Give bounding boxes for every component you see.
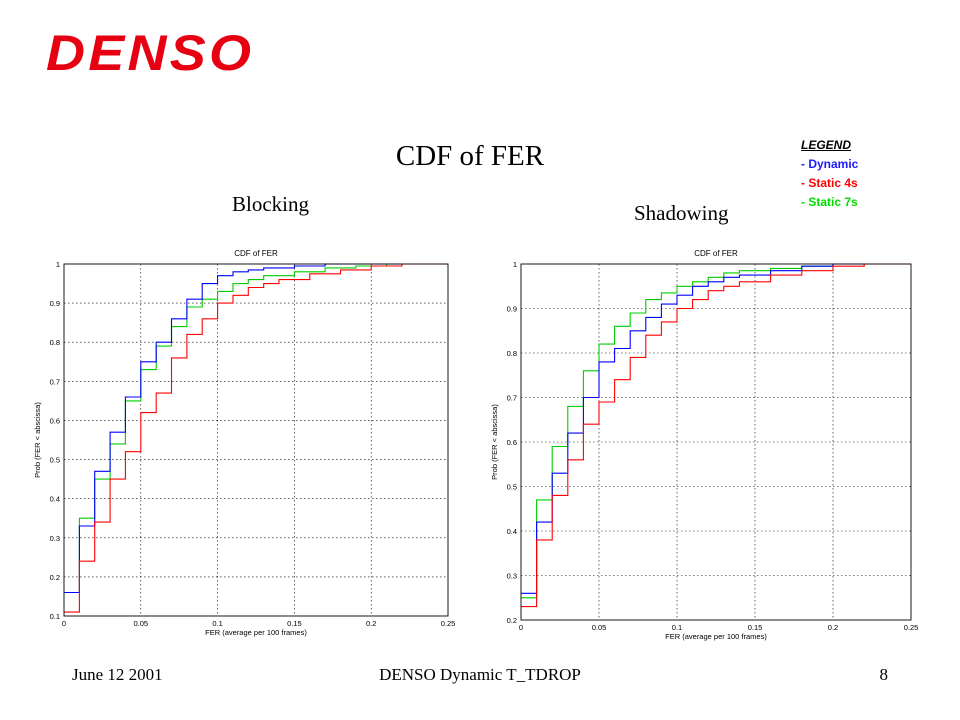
y-tick-label: 0.4 — [50, 495, 60, 504]
x-tick-label: 0 — [62, 619, 66, 628]
y-tick-label: 0.5 — [50, 456, 60, 465]
denso-logo: DENSO — [46, 25, 255, 81]
shadowing-cdf-chart: 0 0.05 0.1 0.15 0.2 0.25 0.2 0.3 0.4 0.5 0.6 0.7 0.8… — [490, 249, 919, 641]
plot-frame — [520, 263, 912, 621]
x-axis-label: FER (average per 100 frames) — [665, 632, 767, 641]
series-line-1 — [521, 263, 911, 594]
legend-item-static-7s: - Static 7s — [801, 195, 858, 209]
legend-title: LEGEND — [801, 138, 852, 152]
x-tick-label: 0.1 — [212, 619, 222, 628]
y-tick-label: 0.6 — [507, 438, 517, 447]
blocking-cdf-chart: 0 0.05 0.1 0.15 0.2 0.25 0.1 0.2 0.3 0.4 0.5 0.6 0.7… — [33, 249, 456, 637]
x-tick-label: 0.05 — [133, 619, 148, 628]
x-tick-label: 0.15 — [287, 619, 302, 628]
plot-frame — [63, 263, 449, 617]
x-tick-label: 0.2 — [366, 619, 376, 628]
chart-title: CDF of FER — [694, 249, 738, 258]
footer-date: June 12 2001 — [72, 665, 163, 684]
footer-title: DENSO Dynamic T_TDROP — [379, 665, 581, 684]
y-tick-label: 0.9 — [507, 305, 517, 314]
legend-item-static-4s: - Static 4s — [801, 176, 858, 190]
series-line-1 — [64, 263, 448, 594]
page-number: 8 — [879, 665, 889, 684]
y-tick-label: 0.3 — [50, 534, 60, 543]
legend-item-dynamic: - Dynamic — [801, 157, 859, 171]
y-tick-label: 0.8 — [507, 349, 517, 358]
y-tick-label: 0.8 — [50, 338, 60, 347]
y-axis-label: Prob (FER < abscissa) — [33, 402, 42, 478]
x-tick-label: 0 — [519, 623, 523, 632]
y-tick-label: 0.2 — [507, 616, 517, 625]
y-tick-label: 0.2 — [50, 573, 60, 582]
y-tick-label: 0.1 — [50, 612, 60, 621]
y-tick-label: 0.5 — [507, 483, 517, 492]
y-tick-label: 0.9 — [50, 299, 60, 308]
y-tick-label: 0.6 — [50, 416, 60, 425]
x-tick-label: 0.2 — [828, 623, 838, 632]
x-tick-label: 0.05 — [592, 623, 607, 632]
x-tick-label: 0.25 — [904, 623, 919, 632]
y-tick-label: 0.7 — [50, 377, 60, 386]
legend: LEGEND - Dynamic - Static 4s - Static 7s — [801, 136, 858, 212]
shadowing-label: Shadowing — [634, 201, 729, 225]
blocking-label: Blocking — [232, 192, 309, 216]
plot-area — [64, 264, 448, 616]
series-line-2 — [64, 263, 448, 613]
y-tick-label: 0.4 — [507, 527, 517, 536]
plot-area — [521, 264, 911, 620]
x-tick-label: 0.15 — [748, 623, 763, 632]
x-tick-label: 0.25 — [441, 619, 456, 628]
x-axis-label: FER (average per 100 frames) — [205, 628, 307, 637]
y-tick-label: 0.7 — [507, 394, 517, 403]
y-axis-label: Prob (FER < abscissa) — [490, 404, 499, 480]
slide-title: CDF of FER — [395, 140, 545, 172]
x-tick-label: 0.1 — [672, 623, 682, 632]
y-tick-label: 1 — [513, 260, 517, 269]
series-line-2 — [521, 263, 911, 608]
y-tick-label: 0.3 — [507, 572, 517, 581]
y-tick-label: 1 — [56, 260, 60, 269]
chart-title: CDF of FER — [234, 249, 278, 258]
